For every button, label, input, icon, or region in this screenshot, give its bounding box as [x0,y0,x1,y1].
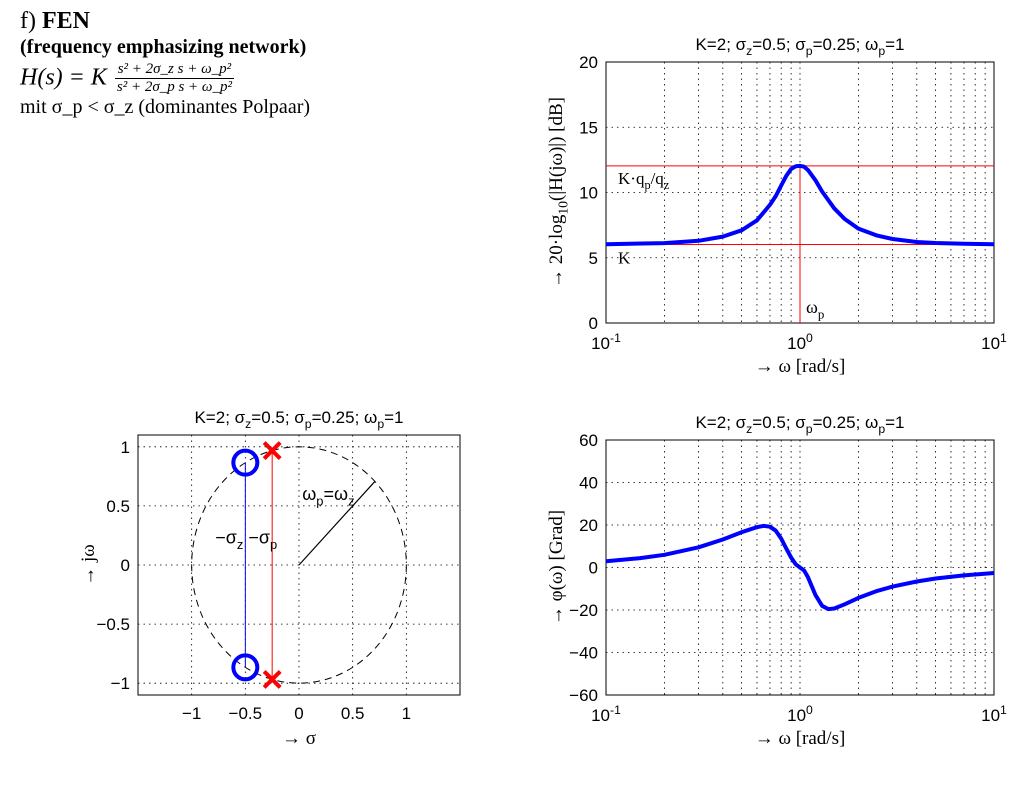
formula-condition: mit σ_p < σ_z (dominantes Polpaar) [20,96,311,119]
x-tick-label: 101​ [981,331,1007,353]
y-tick-label: 1 [121,438,130,457]
x-axis-label: → ω [rad/s] [755,728,846,749]
y-tick-label: −0.5 [96,615,130,634]
phase-curve [605,523,995,612]
chart-title: K=2; σz=0.5; σp=0.25; ωp=1 [695,413,904,436]
ref-label-peak: K·qp/qz​ [618,169,670,192]
magnitude-curve [605,163,995,247]
ref-label-k: K [618,248,631,267]
figure-name: FEN [41,8,90,34]
figure-letter: f) [20,8,36,34]
x-tick-label: 100​ [787,703,813,725]
y-tick-label: 0.5 [106,497,130,516]
ref-label-omega: ωp​ [806,297,824,321]
radius-annotation: ωp=ωz​ [302,484,354,508]
x-tick-label: −1 [182,704,201,723]
y-tick-label: 0 [589,559,598,578]
formula-fraction: s² + 2σ_z s + ω_p² s² + 2σ_p s + ω_p² [114,61,235,97]
x-tick-label: 10-1​ [591,331,621,353]
x-tick-label: −0.5 [229,704,263,723]
y-axis-label: → 20·log10(|H(jω)|) [dB] [546,97,571,288]
pole-marker [262,441,282,461]
y-tick-label: 10 [579,184,598,203]
y-tick-label: 15 [579,118,598,137]
figure-header: f) FEN (frequency emphasizing network) H… [20,8,490,119]
y-tick-label: 0 [121,556,130,575]
y-tick-label: −40 [569,644,598,663]
x-tick-label: 101​ [981,703,1007,725]
phase-plot: K=2; σz=0.5; σp=0.25; ωp=1 → ω [rad/s] → φ… [546,413,1007,749]
y-tick-label: 20 [579,53,598,72]
y-tick-label: −1 [111,674,130,693]
x-tick-label: 1 [402,704,411,723]
formula-lhs: H(s) = K [20,63,107,90]
formula-denominator: s² + 2σ_p s + ω_p² [116,78,233,95]
chart-title: K=2; σz=0.5; σp=0.25; ωp=1 [194,408,403,431]
x-axis-label: → ω [rad/s] [755,356,846,377]
x-tick-label: 100​ [787,331,813,353]
magnitude-plot: K=2; σz=0.5; σp=0.25; ωp=1 → ω [rad/s] → 2… [546,35,1007,377]
x-tick-label: 0 [294,704,303,723]
zero-marker [231,653,260,682]
axes-frame [605,439,995,696]
formula-numerator: s² + 2σ_z s + ω_p² [114,61,235,79]
pole-marker [262,669,282,689]
x-axis-label: → σ [282,728,316,749]
y-tick-label: 60 [579,431,598,450]
pole-zero-plot: K=2; σz=0.5; σp=0.25; ωp=1 → σ → jω −1 −0.5 0… [78,408,461,749]
y-tick-label: −20 [569,601,598,620]
figure-subtitle: (frequency emphasizing network) [20,35,307,58]
zero-marker [231,448,260,477]
unit-circle [191,446,407,684]
y-tick-label: 40 [579,474,598,493]
x-tick-label: 10-1​ [591,703,621,725]
axes-frame [137,434,461,696]
sigma-annotation: −σz −σp​ [215,528,277,552]
y-tick-label: 20 [579,516,598,535]
y-axis-label: → φ(ω) [Grad] [546,510,567,625]
radius-line [298,481,376,566]
transfer-function: H(s) = K s² + 2σ_z s + ω_p² s² + 2σ_p s … [20,61,490,97]
chart-title: K=2; σz=0.5; σp=0.25; ωp=1 [695,35,904,58]
y-tick-label: 0 [589,314,598,333]
y-tick-label: 5 [589,249,598,268]
x-tick-label: 0.5 [341,704,365,723]
y-tick-label: −60 [569,686,598,705]
figure-label: f) FEN [20,8,490,36]
y-axis-label: → jω [78,544,99,586]
